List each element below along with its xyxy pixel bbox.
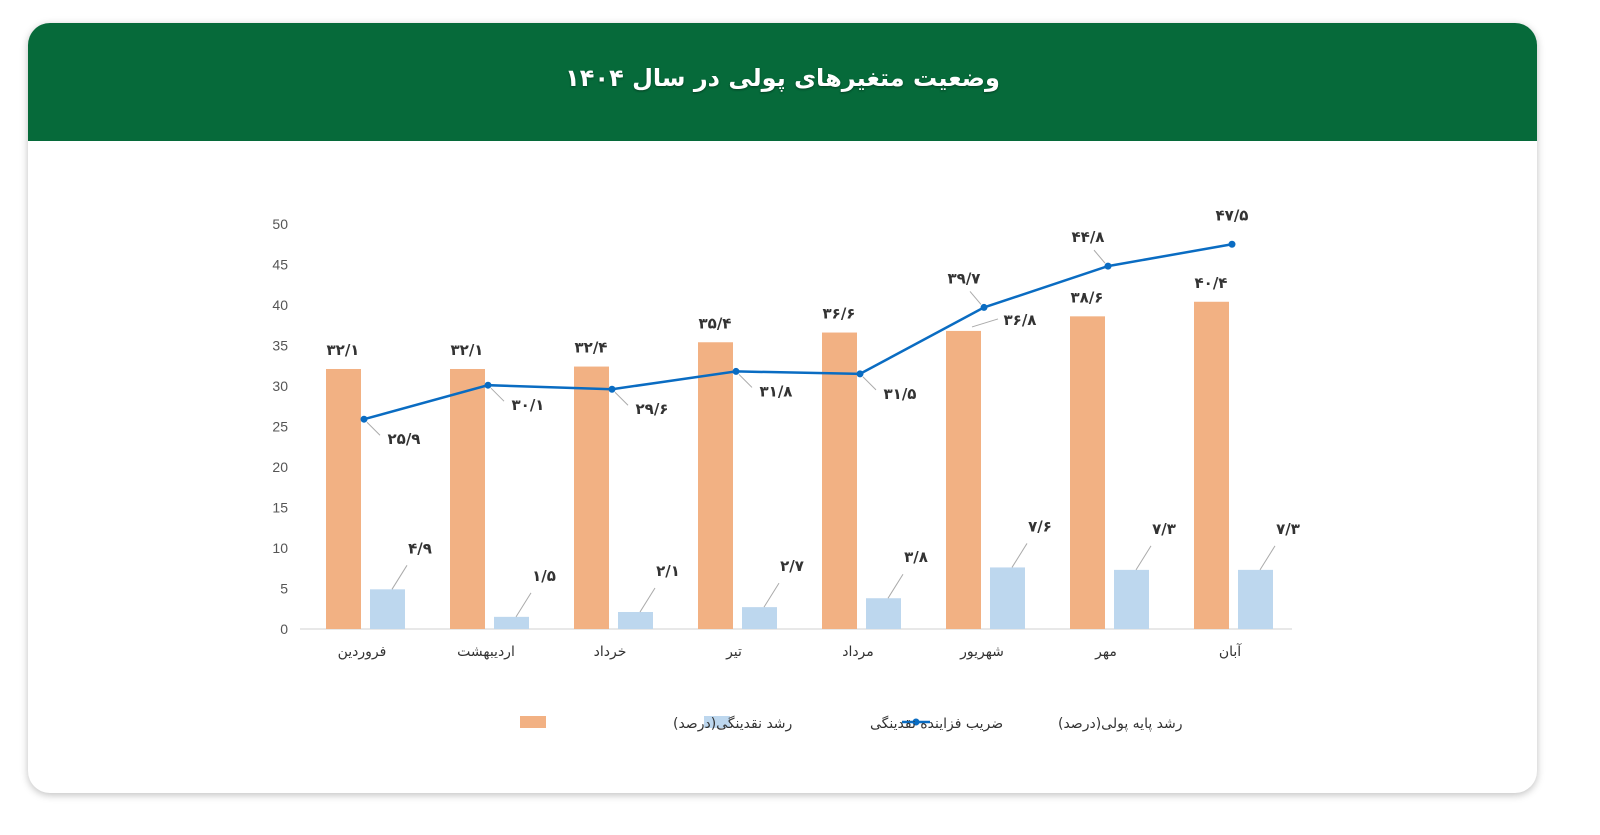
- legend-swatch-multiplier: [704, 716, 730, 728]
- data-label-base-money: ۴۴/۸: [1072, 228, 1105, 246]
- bar-multiplier: [494, 616, 529, 629]
- data-label-multiplier: ۷/۶: [1028, 517, 1052, 535]
- data-label-multiplier: ۲/۱: [656, 562, 680, 580]
- bar-multiplier: [1114, 569, 1149, 629]
- y-tick-label: 5: [280, 581, 288, 597]
- leader-line: [1011, 543, 1028, 568]
- y-tick-label: 45: [272, 257, 288, 273]
- bar-multiplier: [618, 611, 653, 629]
- y-tick-label: 10: [272, 540, 288, 556]
- leader-line: [639, 587, 656, 613]
- data-label-base-money: ۳۰/۱: [512, 396, 545, 414]
- leader-line: [614, 391, 629, 406]
- bar-multiplier: [742, 607, 777, 629]
- data-label-base-money: ۲۹/۶: [636, 400, 669, 418]
- legend-label-liquidity-growth: رشد نقدینگی(درصد): [673, 715, 792, 732]
- bar-liquidity-growth: [822, 332, 857, 629]
- x-tick-label: اردیبهشت: [457, 644, 515, 660]
- legend-label-multiplier: ضریب فزاینده نقدینگی: [870, 715, 1003, 732]
- data-label-base-money: ۳۱/۵: [884, 385, 917, 403]
- point-base-money: [856, 370, 864, 378]
- bar-multiplier: [370, 589, 405, 629]
- bar-liquidity-growth: [946, 330, 981, 629]
- point-base-money: [1228, 240, 1236, 248]
- data-label-base-money: ۲۵/۹: [388, 430, 421, 448]
- data-label-multiplier: ۴/۹: [408, 539, 432, 557]
- bar-liquidity-growth: [698, 342, 733, 629]
- data-label-liquidity-growth: ۳۶/۶: [823, 305, 856, 323]
- data-label-multiplier: ۷/۳: [1152, 520, 1176, 538]
- leader-line: [1135, 545, 1152, 571]
- y-tick-label: 0: [280, 621, 288, 637]
- data-label-base-money: ۳۱/۸: [760, 382, 793, 400]
- bar-multiplier: [1238, 569, 1273, 629]
- leader-line: [515, 592, 532, 618]
- data-label-multiplier: ۲/۷: [780, 557, 804, 575]
- data-label-multiplier: ۷/۳: [1276, 520, 1300, 538]
- bar-multiplier: [990, 567, 1025, 629]
- y-tick-label: 50: [272, 216, 288, 232]
- legend-marker-base-money: [912, 718, 920, 726]
- data-label-liquidity-growth: ۳۵/۴: [699, 314, 732, 332]
- bar-multiplier: [866, 598, 901, 629]
- y-tick-label: 15: [272, 500, 288, 516]
- x-tick-label: شهریور: [959, 644, 1004, 660]
- data-label-multiplier: ۳/۸: [904, 548, 928, 566]
- x-tick-label: مرداد: [842, 644, 874, 660]
- bar-liquidity-growth: [574, 366, 609, 629]
- bar-liquidity-growth: [450, 368, 485, 629]
- chart-card: وضعیت متغیرهای پولی در سال ۱۴۰۴: [28, 23, 1537, 793]
- leader-line: [391, 565, 408, 590]
- x-tick-label: آبان: [1219, 643, 1242, 660]
- data-label-liquidity-growth: ۳۲/۱: [451, 341, 484, 359]
- legend-label-base-money: رشد پایه پولی(درصد): [1058, 716, 1183, 732]
- data-label-liquidity-growth: ۳۲/۱: [327, 341, 360, 359]
- point-base-money: [1104, 262, 1112, 270]
- data-label-liquidity-growth: ۳۲/۴: [575, 339, 608, 357]
- data-label-base-money: ۴۷/۵: [1216, 206, 1249, 224]
- leader-line: [738, 374, 753, 388]
- leader-line: [887, 573, 904, 599]
- leader-line: [366, 421, 381, 436]
- x-tick-label: مهر: [1094, 644, 1117, 660]
- leader-line: [1093, 249, 1106, 264]
- leader-line: [490, 387, 505, 402]
- bar-liquidity-growth: [1194, 301, 1229, 629]
- point-base-money: [732, 367, 740, 375]
- data-label-liquidity-growth: ۳۸/۶: [1071, 288, 1104, 306]
- bar-liquidity-growth: [1070, 316, 1105, 629]
- point-base-money: [484, 381, 492, 389]
- data-label-base-money: ۳۹/۷: [948, 269, 981, 287]
- card-header: وضعیت متغیرهای پولی در سال ۱۴۰۴: [28, 23, 1537, 141]
- data-label-multiplier: ۱/۵: [532, 567, 556, 585]
- point-base-money: [608, 385, 616, 393]
- leader-line: [862, 376, 877, 391]
- x-tick-label: فروردین: [338, 644, 387, 660]
- leader-line: [969, 291, 982, 305]
- point-base-money: [360, 415, 368, 423]
- leader-line: [1259, 545, 1276, 571]
- leader-line: [763, 582, 780, 608]
- data-label-liquidity-growth: ۳۶/۸: [1004, 311, 1037, 329]
- y-tick-label: 35: [272, 338, 288, 354]
- y-tick-label: 40: [272, 297, 288, 313]
- chart-title: وضعیت متغیرهای پولی در سال ۱۴۰۴: [565, 64, 1000, 92]
- line-base-money: [363, 243, 1233, 421]
- x-tick-label: خرداد: [594, 644, 627, 660]
- point-base-money: [980, 303, 988, 311]
- data-label-liquidity-growth: ۴۰/۴: [1195, 274, 1228, 292]
- legend-swatch-liquidity-growth: [520, 716, 546, 728]
- y-tick-label: 20: [272, 459, 288, 475]
- bar-liquidity-growth: [326, 368, 361, 629]
- y-tick-label: 25: [272, 419, 288, 435]
- leader-line: [971, 318, 999, 328]
- y-tick-label: 30: [272, 378, 288, 394]
- x-tick-label: تیر: [725, 644, 742, 660]
